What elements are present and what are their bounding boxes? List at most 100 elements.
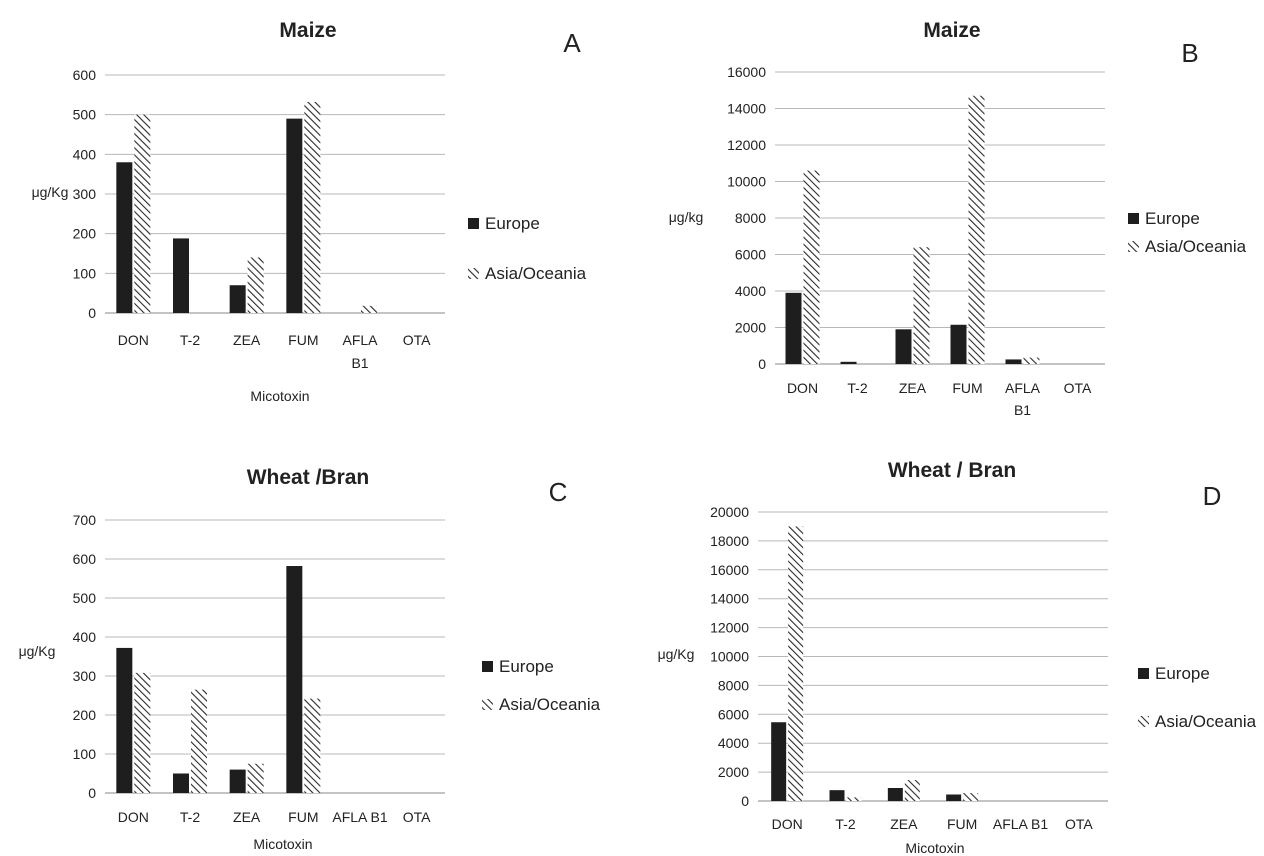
x-tick-label: B1 <box>1014 402 1031 418</box>
x-tick-label: FUM <box>288 809 318 825</box>
chart-panel-a: 0 100 200 300 400 500 600 DON T-2 ZEA FUM AFLA B1 OTA… <box>32 19 587 404</box>
y-tick-label: 18000 <box>710 533 749 549</box>
x-tick-label: DON <box>118 332 149 348</box>
panel-letter: D <box>1203 481 1222 511</box>
bar-europe-don <box>785 292 802 364</box>
bar-asia-oceania-t-2 <box>191 689 207 793</box>
bar-asia-oceania-zea <box>904 780 920 801</box>
bar-europe-t-2 <box>829 790 845 801</box>
y-tick-label: 16000 <box>727 64 766 80</box>
x-tick-label: FUM <box>288 332 318 348</box>
bar-asia-oceania-fum <box>963 793 979 801</box>
bar-asia-oceania-t-2 <box>846 797 862 801</box>
y-axis-label: μg/Kg <box>32 184 69 200</box>
y-tick-label: 700 <box>73 512 97 528</box>
legend-swatch-europe <box>482 661 493 672</box>
chart-title: Maize <box>279 19 336 42</box>
legend-label-asia-oceania: Asia/Oceania <box>1145 237 1247 256</box>
y-tick-label: 200 <box>73 707 97 723</box>
bar-europe-afla-b1 <box>1005 359 1022 364</box>
bar-europe-zea <box>887 787 903 801</box>
y-tick-label: 16000 <box>710 562 749 578</box>
bar-europe-zea <box>229 769 246 793</box>
bar-europe-t-2 <box>173 773 189 793</box>
x-tick-label: ZEA <box>899 380 927 396</box>
legend-swatch-asia-oceania <box>482 699 493 710</box>
x-tick-label: DON <box>772 816 803 832</box>
x-tick-label: T-2 <box>180 332 200 348</box>
bar-asia-oceania-don <box>134 114 151 314</box>
x-tick-label: ZEA <box>233 809 261 825</box>
chart-title: Wheat / Bran <box>888 459 1016 482</box>
bar-asia-oceania-zea <box>247 763 264 793</box>
y-tick-label: 300 <box>73 668 97 684</box>
legend-label-asia-oceania: Asia/Oceania <box>485 264 587 283</box>
y-tick-label: 200 <box>73 226 97 242</box>
x-tick-label: FUM <box>947 816 977 832</box>
legend: Europe Asia/Oceania <box>1138 664 1257 731</box>
y-tick-label: 8000 <box>718 677 749 693</box>
y-tick-label: 6000 <box>735 247 766 263</box>
bar-europe-fum <box>286 118 303 313</box>
x-tick-label: AFLA B1 <box>993 816 1048 832</box>
bar-europe-fum <box>946 794 962 801</box>
bar-asia-oceania-don <box>134 672 151 793</box>
x-tick-label: B1 <box>351 355 368 371</box>
bar-asia-oceania-fum <box>304 698 321 793</box>
chart-panel-d: 0 2000 4000 6000 8000 10000 12000 14000 16000 180… <box>658 459 1257 856</box>
legend-label-europe: Europe <box>499 657 554 676</box>
legend-swatch-europe <box>468 218 479 229</box>
bar-asia-oceania-fum <box>304 101 321 314</box>
legend-swatch-europe <box>1128 213 1139 224</box>
x-tick-label: T-2 <box>180 809 200 825</box>
x-tick-label: FUM <box>952 380 982 396</box>
y-tick-label: 100 <box>73 746 97 762</box>
bar-europe-t-2 <box>840 361 857 364</box>
legend-label-europe: Europe <box>1155 664 1210 683</box>
x-axis-label: Micotoxin <box>250 388 309 404</box>
chart-title: Wheat /Bran <box>247 466 370 489</box>
x-tick-label: AFLA <box>342 332 378 348</box>
y-axis-label: μg/Kg <box>19 643 56 659</box>
panel-letter: C <box>549 477 568 507</box>
bar-asia-oceania-fum <box>968 95 985 364</box>
y-tick-label: 4000 <box>735 283 766 299</box>
y-tick-label: 600 <box>73 551 97 567</box>
x-tick-label: DON <box>787 380 818 396</box>
legend-swatch-europe <box>1138 668 1149 679</box>
bar-asia-oceania-afla-b1 <box>1023 357 1040 364</box>
y-tick-label: 600 <box>73 67 97 83</box>
bar-asia-oceania-afla-b1 <box>361 305 377 313</box>
x-tick-label: AFLA <box>1005 380 1041 396</box>
y-tick-label: 10000 <box>727 174 766 190</box>
legend-label-asia-oceania: Asia/Oceania <box>1155 712 1257 731</box>
y-tick-label: 500 <box>73 107 97 123</box>
bar-europe-don <box>116 162 133 313</box>
legend: Europe Asia/Oceania <box>468 214 587 283</box>
x-tick-label: DON <box>118 809 149 825</box>
y-tick-label: 2000 <box>735 320 766 336</box>
y-tick-label: 100 <box>73 265 97 281</box>
x-tick-label: OTA <box>403 332 431 348</box>
bar-europe-fum <box>950 324 967 364</box>
y-axis-label: μg/Kg <box>658 646 695 662</box>
legend-label-europe: Europe <box>485 214 540 233</box>
panel-letter: A <box>563 28 581 58</box>
bar-asia-oceania-zea <box>913 247 930 364</box>
y-tick-label: 500 <box>73 590 97 606</box>
bar-europe-t-2 <box>173 238 189 313</box>
x-tick-label: T-2 <box>847 380 867 396</box>
chart-panel-b: 0 2000 4000 6000 8000 10000 12000 14000 16000 DON… <box>669 19 1247 418</box>
y-tick-label: 0 <box>741 793 749 809</box>
x-axis-label: Micotoxin <box>253 836 312 852</box>
x-tick-label: OTA <box>403 809 431 825</box>
bar-europe-don <box>116 647 133 793</box>
bar-asia-oceania-zea <box>247 257 264 313</box>
bar-asia-oceania-don <box>803 170 820 364</box>
y-tick-label: 0 <box>758 356 766 372</box>
legend-swatch-asia-oceania <box>1138 716 1149 727</box>
y-tick-label: 14000 <box>710 591 749 607</box>
legend: Europe Asia/Oceania <box>1128 209 1247 256</box>
y-tick-label: 14000 <box>727 101 766 117</box>
x-tick-label: ZEA <box>233 332 261 348</box>
